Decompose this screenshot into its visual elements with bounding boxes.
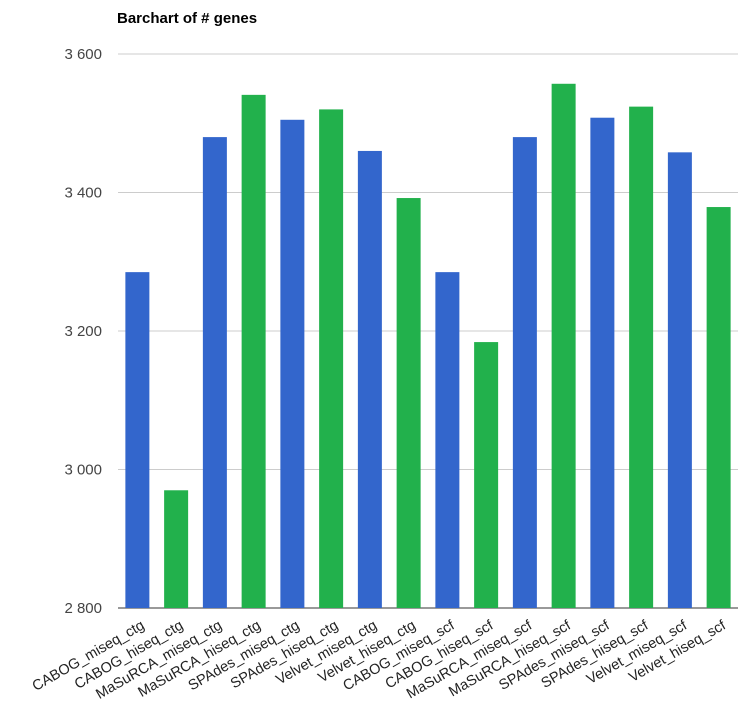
- bar-CABOG_miseq_ctg: [125, 272, 150, 608]
- y-tick-label: 2 800: [64, 600, 102, 617]
- bar-Velvet_miseq_ctg: [357, 150, 382, 608]
- y-tick-label: 3 600: [64, 46, 102, 63]
- bar-SPAdes_hiseq_ctg: [319, 109, 344, 609]
- bar-MaSuRCA_miseq_scf: [512, 137, 537, 608]
- bar-SPAdes_miseq_ctg: [280, 119, 305, 608]
- bar-MaSuRCA_hiseq_ctg: [241, 94, 266, 609]
- x-axis-labels: CABOG_miseq_ctgCABOG_hiseq_ctgMaSuRCA_mi…: [30, 617, 730, 703]
- bar-Velvet_hiseq_scf: [706, 207, 731, 609]
- bars: [125, 83, 731, 609]
- chart-title: Barchart of # genes: [117, 10, 258, 27]
- bar-CABOG_miseq_scf: [435, 272, 460, 608]
- bar-CABOG_hiseq_ctg: [164, 490, 189, 608]
- y-tick-label: 3 200: [64, 323, 102, 340]
- y-axis-ticks: 2 800 3 000 3 200 3 400 3 600: [64, 46, 102, 617]
- bar-CABOG_hiseq_scf: [474, 342, 499, 608]
- bar-MaSuRCA_miseq_ctg: [202, 137, 227, 608]
- bar-Velvet_hiseq_ctg: [396, 198, 421, 609]
- bar-SPAdes_miseq_scf: [590, 117, 615, 609]
- y-tick-label: 3 000: [64, 462, 102, 479]
- y-tick-label: 3 400: [64, 185, 102, 202]
- bar-Velvet_miseq_scf: [667, 152, 692, 608]
- bar-SPAdes_hiseq_scf: [629, 106, 654, 608]
- bar-MaSuRCA_hiseq_scf: [551, 83, 576, 609]
